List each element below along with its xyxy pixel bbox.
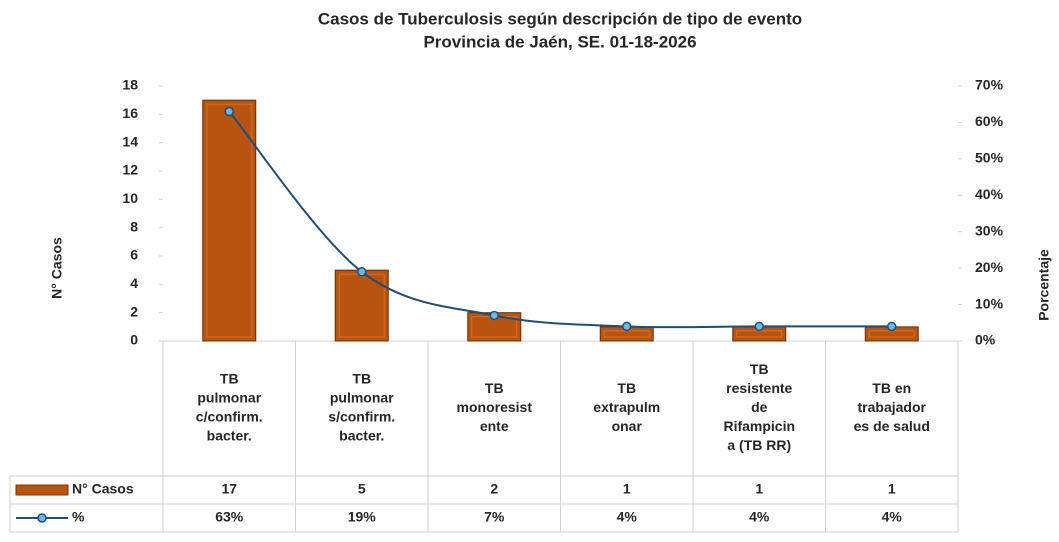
table-value: 7% bbox=[484, 509, 505, 525]
x-tick-label: TB bbox=[750, 361, 769, 377]
table-value: 4% bbox=[617, 509, 638, 525]
y-tick-label: 4 bbox=[130, 275, 138, 291]
line-marker bbox=[622, 321, 632, 332]
line-marker bbox=[489, 310, 499, 321]
x-tick-label: es de salud bbox=[854, 418, 930, 434]
x-tick-label: trabajador bbox=[858, 399, 927, 415]
legend-label: % bbox=[72, 509, 85, 525]
bar bbox=[202, 99, 257, 342]
x-tick-label: TB bbox=[617, 380, 636, 396]
x-tick-label: pulmonar bbox=[330, 390, 394, 406]
x-tick-label: bacter. bbox=[339, 428, 384, 444]
x-tick-label: onar bbox=[612, 418, 643, 434]
line-marker bbox=[224, 106, 234, 117]
bar bbox=[334, 269, 389, 342]
table-value: 17 bbox=[221, 481, 237, 497]
x-tick-label: bacter. bbox=[207, 428, 252, 444]
x-tick-label: TB bbox=[220, 371, 239, 387]
y2-tick-label: 40% bbox=[975, 186, 1004, 202]
table-value: 1 bbox=[623, 481, 631, 497]
table-value: 4% bbox=[882, 509, 903, 525]
table-value: 4% bbox=[749, 509, 770, 525]
chart-title: Casos de Tuberculosis según descripción … bbox=[318, 9, 802, 28]
table-value: 63% bbox=[215, 509, 244, 525]
x-tick-label: TB bbox=[485, 380, 504, 396]
y2-tick-label: 0% bbox=[975, 332, 996, 348]
chart-subtitle: Provincia de Jaén, SE. 01-18-2026 bbox=[423, 32, 696, 51]
x-tick-label: a (TB RR) bbox=[727, 437, 791, 453]
y2-tick-label: 50% bbox=[975, 150, 1004, 166]
y-tick-label: 0 bbox=[130, 332, 138, 348]
table-value: 19% bbox=[348, 509, 377, 525]
x-tick-label: resistente bbox=[726, 380, 792, 396]
line-marker bbox=[357, 267, 367, 277]
line-marker bbox=[887, 321, 897, 332]
x-tick-label: de bbox=[751, 399, 768, 415]
y2-tick-label: 30% bbox=[975, 222, 1004, 238]
table-value: 1 bbox=[888, 481, 896, 497]
legend-swatch bbox=[15, 484, 69, 496]
y-tick-label: 6 bbox=[130, 247, 138, 263]
x-tick-label: extrapulm bbox=[593, 399, 660, 415]
y-tick-label: 12 bbox=[122, 162, 138, 178]
y-tick-label: 8 bbox=[130, 218, 138, 234]
x-tick-label: ente bbox=[480, 418, 509, 434]
legend-swatch bbox=[37, 513, 47, 523]
line-marker bbox=[754, 321, 764, 332]
x-tick-label: pulmonar bbox=[197, 390, 261, 406]
y-tick-label: 14 bbox=[122, 133, 138, 149]
bar-bevel bbox=[206, 103, 253, 338]
table-value: 1 bbox=[755, 481, 763, 497]
y-tick-label: 16 bbox=[122, 105, 138, 121]
y-axis-title: N° Casos bbox=[49, 237, 65, 299]
y2-tick-label: 20% bbox=[975, 259, 1004, 275]
x-tick-label: c/confirm. bbox=[196, 409, 263, 425]
y2-tick-label: 60% bbox=[975, 113, 1004, 129]
y-tick-label: 18 bbox=[122, 77, 138, 93]
y-tick-label: 10 bbox=[122, 190, 138, 206]
x-tick-label: TB en bbox=[872, 380, 911, 396]
legend-label: N° Casos bbox=[72, 481, 134, 497]
y2-tick-label: 70% bbox=[975, 77, 1004, 93]
table-value: 2 bbox=[490, 481, 498, 497]
y2-tick-label: 10% bbox=[975, 295, 1004, 311]
x-tick-label: monoresist bbox=[457, 399, 533, 415]
y-tick-label: 2 bbox=[130, 303, 138, 319]
x-tick-label: s/confirm. bbox=[328, 409, 395, 425]
y2-axis-title: Porcentaje bbox=[1036, 249, 1052, 321]
table-value: 5 bbox=[358, 481, 366, 497]
x-tick-label: TB bbox=[352, 371, 371, 387]
x-tick-label: Rifampicin bbox=[723, 418, 795, 434]
line bbox=[228, 110, 892, 329]
